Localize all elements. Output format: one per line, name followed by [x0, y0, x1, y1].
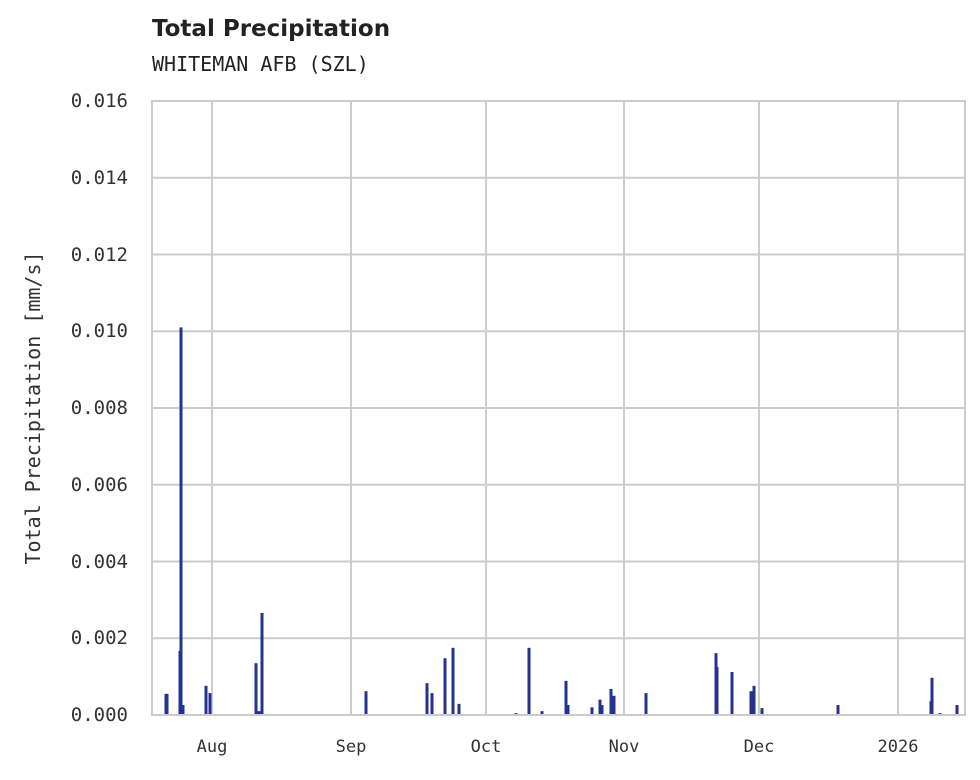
precip-bar — [364, 691, 368, 715]
chart-subtitle: WHITEMAN AFB (SZL) — [152, 52, 369, 76]
precip-bar — [715, 667, 719, 715]
precip-bar — [430, 693, 434, 715]
precip-bar — [527, 647, 531, 715]
precip-bar — [208, 693, 212, 715]
precip-bar — [730, 672, 734, 715]
precip-bar — [260, 612, 264, 715]
chart-title: Total Precipitation — [152, 16, 391, 42]
precip-bar — [179, 327, 183, 715]
precip-bar — [930, 677, 934, 715]
y-tick-label: 0.008 — [70, 397, 128, 419]
precip-bar — [540, 711, 544, 715]
x-tick-label: Nov — [608, 737, 640, 757]
precip-bar — [181, 705, 185, 715]
precip-bar — [165, 693, 169, 715]
precip-bar — [564, 680, 568, 715]
precip-bar — [443, 658, 447, 715]
precip-bar — [566, 705, 570, 715]
precip-bar — [204, 685, 208, 715]
x-tick-label: Oct — [470, 737, 502, 757]
y-tick-label: 0.014 — [70, 166, 128, 189]
precip-bar — [600, 705, 604, 715]
y-tick-label: 0.002 — [70, 627, 128, 650]
precip-bar — [257, 711, 261, 715]
x-tick-label: Aug — [196, 737, 228, 757]
x-tick-label: 2026 — [877, 737, 919, 757]
precip-bar — [836, 705, 840, 715]
x-tick-label: Sep — [335, 737, 367, 757]
y-tick-label: 0.016 — [70, 90, 128, 112]
precip-bar — [598, 699, 602, 715]
precip-bar — [457, 703, 461, 715]
x-tick-label: Dec — [743, 737, 775, 757]
plot-frame — [151, 100, 966, 716]
precip-bar — [612, 695, 616, 715]
precip-bar — [749, 691, 753, 715]
y-tick-label: 0.012 — [70, 243, 128, 266]
precip-bar — [752, 685, 756, 715]
precip-bar — [760, 708, 764, 715]
precip-bar — [254, 663, 258, 715]
y-tick-label: 0.006 — [70, 473, 128, 496]
y-tick-label: 0.004 — [70, 550, 128, 573]
y-tick-label: 0.000 — [70, 704, 128, 726]
precip-bar — [590, 707, 594, 715]
precip-bar — [609, 688, 613, 715]
precip-bar — [425, 683, 429, 715]
precip-bar — [644, 693, 648, 715]
precip-bar — [451, 647, 455, 715]
y-tick-label: 0.010 — [70, 320, 128, 343]
precip-bar — [955, 705, 959, 715]
